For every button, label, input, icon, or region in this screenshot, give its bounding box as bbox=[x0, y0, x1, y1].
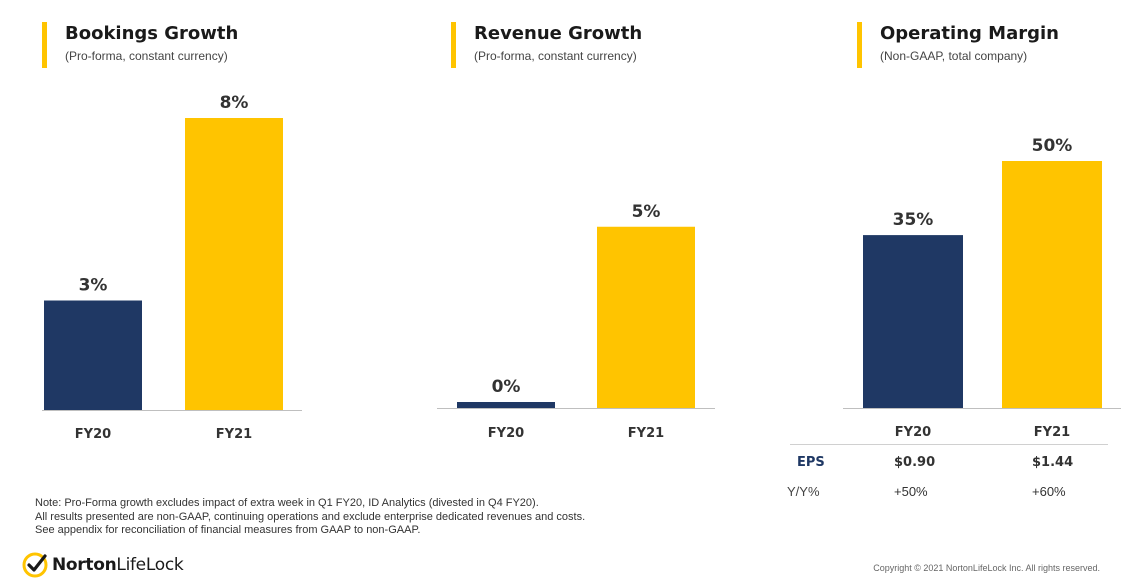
eps-table: EPS $0.90 $1.44 Y/Y% +50% +60% bbox=[786, 444, 1108, 514]
eps-fy21-value: $1.44 bbox=[1032, 455, 1074, 470]
bookings-growth-chart: 3% FY20 8% FY21 bbox=[42, 93, 302, 442]
yoy-label: Y/Y% bbox=[787, 484, 820, 499]
chart-title: Bookings Growth bbox=[65, 23, 239, 44]
footnote-line: Note: Pro-Forma growth excludes impact o… bbox=[35, 497, 539, 509]
eps-fy20-value: $0.90 bbox=[894, 455, 936, 470]
revenue-growth-chart: 0% FY20 5% FY21 bbox=[437, 202, 715, 441]
bar-fy21 bbox=[597, 226, 695, 408]
accent-bar bbox=[42, 22, 47, 68]
category-label: FY21 bbox=[216, 427, 252, 442]
data-label: 5% bbox=[632, 202, 661, 222]
logo-wordmark: NortonLifeLock bbox=[52, 555, 184, 575]
table-divider bbox=[790, 444, 1108, 445]
data-label: 0% bbox=[492, 377, 521, 397]
accent-bar bbox=[857, 22, 862, 68]
category-label: FY20 bbox=[75, 427, 111, 442]
chart-subtitle: (Pro-forma, constant currency) bbox=[474, 49, 637, 63]
bar-fy21 bbox=[1002, 161, 1102, 408]
category-label: FY20 bbox=[488, 426, 524, 441]
footnote-line: See appendix for reconciliation of finan… bbox=[35, 524, 421, 536]
data-label: 8% bbox=[220, 93, 249, 113]
check-circle-icon bbox=[22, 552, 48, 578]
accent-bar bbox=[451, 22, 456, 68]
yoy-fy21-value: +60% bbox=[1032, 484, 1066, 499]
bookings-growth-panel: Bookings Growth (Pro-forma, constant cur… bbox=[42, 0, 312, 450]
logo-part-lifelock: LifeLock bbox=[116, 555, 184, 575]
bar-fy21 bbox=[185, 118, 283, 410]
footnote-line: All results presented are non-GAAP, cont… bbox=[35, 510, 586, 523]
chart-subtitle: (Pro-forma, constant currency) bbox=[65, 49, 228, 63]
chart-subtitle: (Non-GAAP, total company) bbox=[880, 49, 1028, 63]
category-label: FY21 bbox=[1034, 425, 1070, 440]
logo-part-norton: Norton bbox=[52, 555, 117, 575]
data-label: 50% bbox=[1032, 136, 1073, 156]
data-label: 35% bbox=[893, 210, 934, 230]
data-label: 3% bbox=[79, 276, 108, 296]
footnote: Note: Pro-Forma growth excludes impact o… bbox=[35, 497, 585, 538]
category-label: FY20 bbox=[895, 425, 931, 440]
bar-fy20 bbox=[863, 235, 963, 408]
operating-margin-chart: 35% FY20 50% FY21 bbox=[843, 136, 1121, 440]
operating-margin-panel: Operating Margin (Non-GAAP, total compan… bbox=[843, 0, 1127, 450]
eps-label: EPS bbox=[797, 455, 825, 470]
bar-fy20 bbox=[44, 300, 142, 410]
category-label: FY21 bbox=[628, 426, 664, 441]
revenue-growth-panel: Revenue Growth (Pro-forma, constant curr… bbox=[437, 0, 721, 450]
copyright-text: Copyright © 2021 NortonLifeLock Inc. All… bbox=[873, 563, 1100, 573]
bar-fy20 bbox=[457, 402, 555, 408]
nortonlifelock-logo: NortonLifeLock bbox=[22, 550, 184, 580]
chart-title: Operating Margin bbox=[880, 23, 1059, 44]
yoy-fy20-value: +50% bbox=[894, 484, 928, 499]
chart-title: Revenue Growth bbox=[474, 23, 643, 44]
